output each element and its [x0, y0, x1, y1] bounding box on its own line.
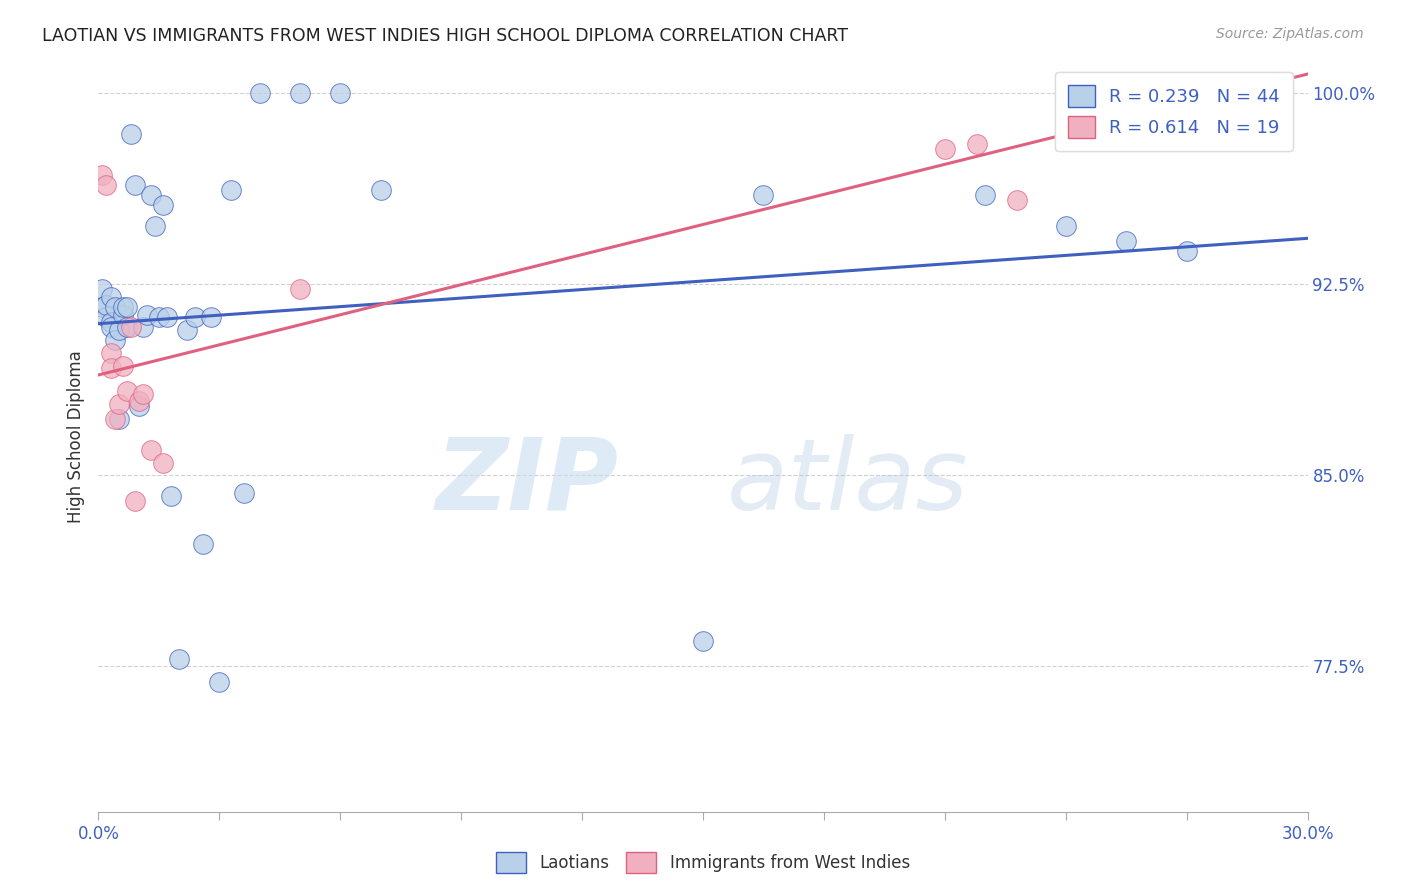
Point	[96, 310, 118, 325]
Point	[329, 86, 352, 100]
Point	[100, 315, 122, 329]
Point	[208, 674, 231, 689]
Point	[115, 300, 138, 314]
Legend: Laotians, Immigrants from West Indies: Laotians, Immigrants from West Indies	[489, 846, 917, 880]
Point	[135, 308, 157, 322]
Point	[152, 198, 174, 212]
Point	[370, 183, 392, 197]
Point	[91, 282, 114, 296]
Point	[152, 456, 174, 470]
Point	[1007, 193, 1029, 207]
Point	[200, 310, 222, 325]
Point	[124, 178, 146, 192]
Point	[1115, 234, 1137, 248]
Point	[100, 290, 122, 304]
Point	[288, 282, 311, 296]
Point	[91, 300, 114, 314]
Point	[103, 333, 125, 347]
Point	[193, 537, 215, 551]
Point	[1074, 86, 1097, 100]
Point	[124, 493, 146, 508]
Text: Source: ZipAtlas.com: Source: ZipAtlas.com	[1216, 27, 1364, 41]
Point	[1175, 244, 1198, 258]
Point	[96, 178, 118, 192]
Point	[111, 359, 134, 373]
Point	[96, 297, 118, 311]
Point	[128, 394, 150, 409]
Point	[974, 188, 997, 202]
Text: ZIP: ZIP	[436, 434, 619, 531]
Legend: R = 0.239   N = 44, R = 0.614   N = 19: R = 0.239 N = 44, R = 0.614 N = 19	[1054, 72, 1292, 151]
Point	[148, 310, 170, 325]
Point	[132, 320, 155, 334]
Text: atlas: atlas	[727, 434, 969, 531]
Point	[115, 384, 138, 399]
Point	[120, 320, 142, 334]
Point	[107, 412, 129, 426]
Point	[100, 320, 122, 334]
Y-axis label: High School Diploma: High School Diploma	[66, 351, 84, 524]
Point	[1054, 219, 1077, 233]
Point	[288, 86, 311, 100]
Point	[115, 320, 138, 334]
Point	[111, 300, 134, 314]
Point	[160, 489, 183, 503]
Point	[966, 136, 988, 151]
Point	[120, 127, 142, 141]
Point	[107, 323, 129, 337]
Point	[111, 308, 134, 322]
Point	[103, 412, 125, 426]
Point	[232, 486, 254, 500]
Point	[128, 400, 150, 414]
Point	[100, 346, 122, 360]
Point	[934, 142, 956, 156]
Point	[107, 397, 129, 411]
Point	[752, 188, 775, 202]
Point	[176, 323, 198, 337]
Point	[692, 634, 714, 648]
Point	[103, 300, 125, 314]
Point	[249, 86, 271, 100]
Point	[156, 310, 179, 325]
Point	[221, 183, 243, 197]
Point	[184, 310, 207, 325]
Point	[139, 442, 162, 457]
Point	[143, 219, 166, 233]
Point	[132, 386, 155, 401]
Text: LAOTIAN VS IMMIGRANTS FROM WEST INDIES HIGH SCHOOL DIPLOMA CORRELATION CHART: LAOTIAN VS IMMIGRANTS FROM WEST INDIES H…	[42, 27, 848, 45]
Point	[100, 361, 122, 376]
Point	[167, 652, 190, 666]
Point	[139, 188, 162, 202]
Point	[91, 168, 114, 182]
